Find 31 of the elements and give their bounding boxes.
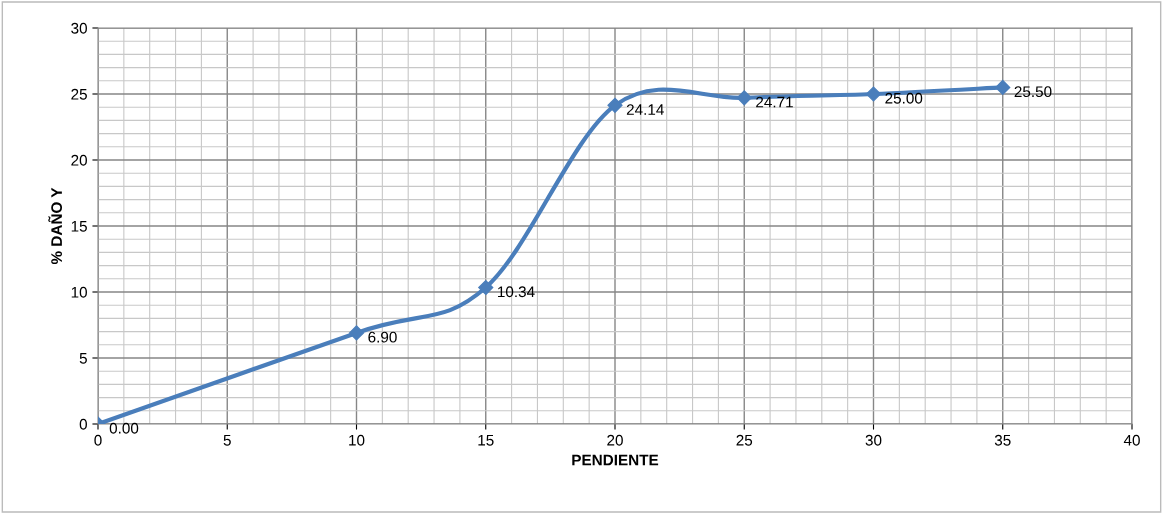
data-label: 24.14 <box>626 104 664 115</box>
x-tick-label: 10 <box>349 434 365 446</box>
y-tick-label: 30 <box>71 22 87 34</box>
x-tick-label: 15 <box>478 434 494 446</box>
point <box>348 325 365 341</box>
x-tick-label: 40 <box>1123 434 1140 446</box>
point <box>865 86 882 102</box>
point <box>995 79 1011 95</box>
y-tick-label: 10 <box>71 286 87 298</box>
x-axis-title: PENDIENTE <box>572 454 659 466</box>
data-label: 24.71 <box>756 96 793 108</box>
x-tick-label: 25 <box>736 434 753 446</box>
y-tick-label: 5 <box>79 353 87 364</box>
point <box>478 279 494 296</box>
y-tick-label: 25 <box>71 88 87 100</box>
data-label: 0.00 <box>109 422 139 434</box>
x-tick-label: 20 <box>607 434 623 446</box>
point <box>736 90 752 106</box>
point <box>607 97 623 113</box>
data-label: 10.34 <box>498 286 535 298</box>
x-tick-label: 35 <box>994 434 1011 446</box>
x-tick-label: 30 <box>865 434 882 446</box>
y-tick-label: 20 <box>71 154 87 166</box>
data-label: 25.50 <box>1014 86 1052 98</box>
y-axis-title: % DAÑO Y <box>48 187 63 265</box>
data-label: 6.90 <box>368 331 397 343</box>
y-tick-label: 0 <box>79 418 87 430</box>
data-label: 25.00 <box>885 92 923 104</box>
x-tick-label: 0 <box>94 434 102 446</box>
y-tick-label: 15 <box>71 221 87 232</box>
x-tick-label: 5 <box>223 434 231 446</box>
